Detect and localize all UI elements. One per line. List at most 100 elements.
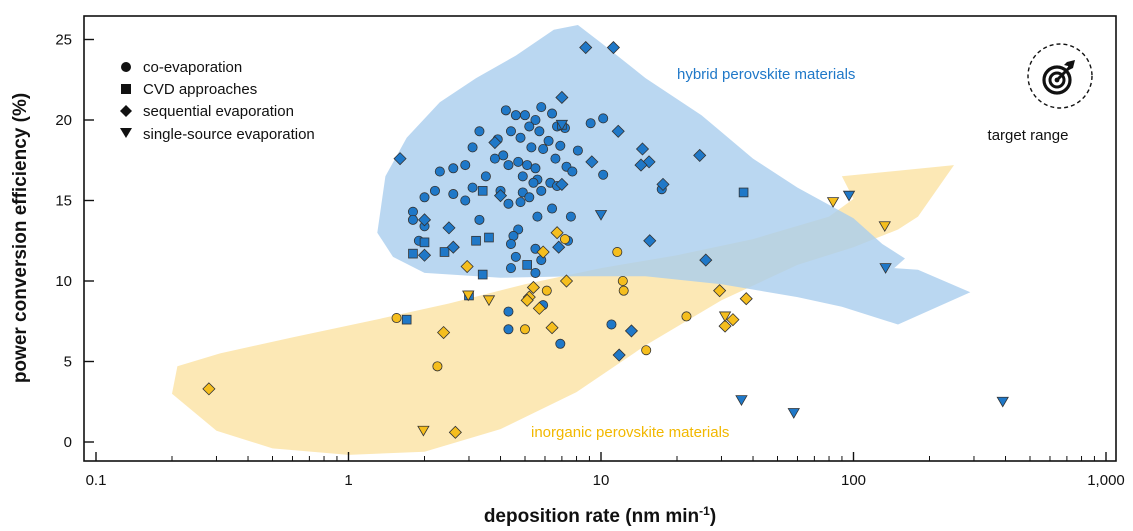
hybrid-co-evaporation-point [565, 211, 576, 222]
hybrid-co-evaporation-point [606, 319, 617, 330]
inorganic-sequential-evaporation-point [718, 319, 732, 333]
hybrid-sequential-evaporation-point [552, 240, 566, 254]
hybrid-co-evaporation-point [434, 166, 445, 177]
hybrid-cvd-approaches-point [471, 235, 481, 246]
hybrid-co-evaporation-point [524, 121, 535, 132]
hybrid-sequential-evaporation-point [606, 40, 620, 55]
data-points [202, 40, 1009, 439]
hybrid-sequential-evaporation-point [442, 221, 456, 235]
inorganic-single-source-evaporation-point [482, 295, 496, 307]
inorganic-sequential-evaporation-point [448, 425, 462, 439]
legend-label-cvd: CVD approaches [143, 81, 257, 98]
inorganic-co-evaporation-point [391, 313, 402, 324]
hybrid-co-evaporation-point [532, 211, 543, 222]
hybrid-co-evaporation-point [550, 153, 561, 164]
hybrid-single-source-evaporation-point [787, 408, 800, 419]
inorganic-co-evaporation-point [559, 234, 570, 245]
inorganic-co-evaporation-point [641, 345, 652, 356]
hybrid-co-evaporation-point [536, 102, 547, 113]
regions-layer [172, 25, 971, 455]
hybrid-sequential-evaporation-point [488, 135, 502, 150]
inorganic-co-evaporation-point [519, 324, 530, 335]
hybrid-single-source-evaporation-point [996, 396, 1009, 408]
hybrid-co-evaporation-point [474, 214, 485, 225]
inorganic-sequential-evaporation-point [437, 325, 451, 340]
hybrid-co-evaporation-point [448, 163, 459, 174]
y-tick-label: 5 [64, 354, 72, 371]
y-tick-label: 0 [64, 434, 72, 451]
legend-marker-circle [121, 62, 131, 72]
hybrid-co-evaporation-point [515, 197, 526, 208]
inorganic-single-source-evaporation-point [878, 221, 891, 233]
hybrid-sequential-evaporation-point [393, 152, 407, 166]
hybrid-co-evaporation-point [524, 192, 535, 203]
legend-label-sequential: sequential evaporation [143, 103, 294, 120]
hybrid-cvd-approaches-point [477, 186, 488, 196]
legend-label-single-source: single-source evaporation [143, 126, 315, 143]
hybrid-co-evaporation-point [505, 238, 516, 249]
hybrid-cvd-approaches-point [484, 232, 494, 243]
hybrid-co-evaporation-point [572, 145, 583, 156]
hybrid-cvd-approaches-point [401, 314, 412, 325]
inorganic-sequential-evaporation-point [520, 293, 534, 307]
inorganic-single-source-evaporation-point [826, 197, 840, 208]
hybrid-co-evaporation-point [530, 267, 541, 278]
x-axis-ticks: 0.1 1 10 100 1,000 [86, 452, 1125, 489]
inorganic-single-source-evaporation-point [417, 425, 430, 437]
hybrid-co-evaporation-point [460, 160, 471, 171]
hybrid-co-evaporation-point [503, 198, 514, 209]
hybrid-co-evaporation-point [448, 189, 459, 200]
hybrid-co-evaporation-point [500, 105, 511, 116]
hybrid-co-evaporation-point [467, 182, 478, 193]
hybrid-co-evaporation-point [585, 118, 596, 129]
inorganic-co-evaporation-point [432, 361, 443, 372]
hybrid-single-source-evaporation-point [842, 190, 856, 202]
hybrid-single-source-evaporation-point [879, 263, 892, 274]
hybrid-co-evaporation-point [519, 110, 530, 121]
x-tick-label: 1,000 [1087, 472, 1125, 489]
hybrid-co-evaporation-point [510, 110, 521, 121]
hybrid-sequential-evaporation-point [555, 90, 569, 105]
hybrid-co-evaporation-point [467, 142, 478, 153]
hybrid-co-evaporation-point [480, 171, 491, 182]
hybrid-sequential-evaporation-point [699, 253, 713, 267]
y-tick-label: 15 [55, 193, 72, 210]
inorganic-co-evaporation-point [681, 311, 692, 322]
inorganic-sequential-evaporation-point [559, 274, 574, 288]
x-tick-label: 100 [841, 472, 866, 489]
inorganic-sequential-evaporation-point [545, 321, 559, 335]
legend-marker-triangle [120, 128, 132, 138]
hybrid-co-evaporation-point [498, 150, 509, 161]
hybrid-sequential-evaporation-point [585, 155, 599, 169]
x-tick-label: 10 [593, 472, 610, 489]
hybrid-single-source-evaporation-point [594, 210, 608, 221]
hybrid-sequential-evaporation-point [612, 348, 626, 362]
hybrid-co-evaporation-point [510, 251, 521, 262]
hybrid-sequential-evaporation-point [446, 240, 460, 254]
inorganic-single-source-evaporation-point [462, 290, 475, 302]
hybrid-co-evaporation-point [536, 185, 547, 196]
hybrid-co-evaporation-point [419, 192, 430, 203]
hybrid-co-evaporation-point [407, 214, 418, 225]
inorganic-sequential-evaporation-point [202, 382, 216, 396]
y-tick-label: 10 [55, 273, 72, 290]
inorganic-sequential-evaporation-point [550, 226, 564, 240]
hybrid-co-evaporation-point [547, 108, 558, 119]
legend: co-evaporation CVD approaches sequential… [120, 59, 315, 143]
hybrid-co-evaporation-point [538, 143, 549, 154]
inorganic-sequential-evaporation-point [526, 280, 540, 295]
hybrid-co-evaporation-point [429, 185, 440, 196]
hybrid-co-evaporation-point [517, 171, 528, 182]
x-axis-title: deposition rate (nm min-1) [484, 504, 716, 527]
plot-frame [83, 15, 1117, 462]
y-tick-label: 20 [55, 112, 72, 129]
y-axis-ticks: 0 5 10 15 20 25 [55, 32, 94, 451]
hybrid-sequential-evaporation-point [643, 234, 657, 248]
inorganic-single-source-evaporation-point [718, 311, 732, 323]
hybrid-sequential-evaporation-point [693, 148, 707, 162]
y-axis-title: power conversion efficiency (%) [10, 93, 31, 383]
hybrid-sequential-evaporation-point [635, 142, 650, 156]
hybrid-co-evaporation-point [505, 126, 516, 137]
x-tick-label: 0.1 [86, 472, 107, 489]
